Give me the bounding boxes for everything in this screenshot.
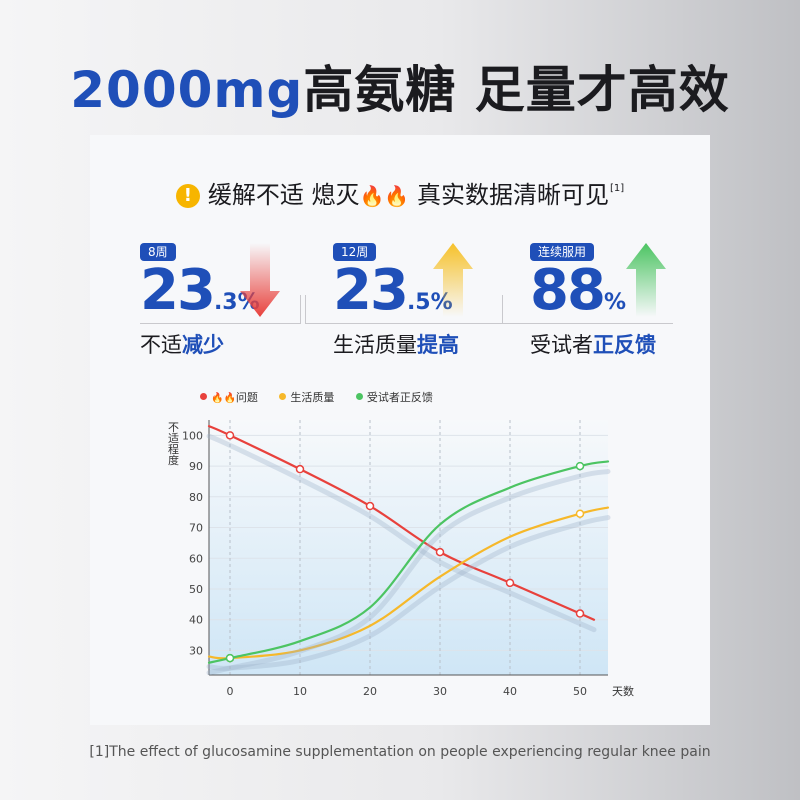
y-tick-label: 40 xyxy=(189,614,203,627)
series-point-0 xyxy=(365,501,375,511)
series-line-2 xyxy=(207,460,610,664)
y-tick-label: 30 xyxy=(189,644,203,657)
legend-item-feedback: 受试者正反馈 xyxy=(355,389,433,405)
series-shadow-1 xyxy=(206,515,611,671)
x-tick-label: 0 xyxy=(227,685,234,698)
x-tick-label: 40 xyxy=(503,685,517,698)
arrow-down-icon xyxy=(240,243,280,317)
headline: 2000mg高氨糖 足量才高效 xyxy=(0,50,800,122)
warning-icon: ! xyxy=(175,184,200,208)
series-shadow-0 xyxy=(206,433,597,633)
chart-legend: 🔥🔥问题 生活质量 受试者正反馈 xyxy=(200,389,451,405)
x-tick-label: 30 xyxy=(433,685,447,698)
subtitle-ref: [1] xyxy=(609,183,625,194)
line-chart: 30 40 50 60 70 80 90 100 0 10 20 30 40 50 天数 xyxy=(182,420,634,698)
stat-caption: 受试者正反馈 xyxy=(530,333,656,357)
stat-caption: 不适减少 xyxy=(140,333,224,357)
y-axis-label: 不适程度 xyxy=(168,421,179,467)
series-point-0 xyxy=(575,609,585,618)
stat-value: 88% xyxy=(530,258,626,323)
series-point-0 xyxy=(225,431,235,440)
y-tick-label: 60 xyxy=(189,552,203,565)
subtitle: ! 缓解不适 熄灭🔥🔥 真实数据清晰可见[1] xyxy=(90,175,710,210)
series-line-0 xyxy=(207,425,596,621)
series-point-0 xyxy=(295,464,305,474)
series-point-1 xyxy=(575,509,585,518)
y-tick-label: 80 xyxy=(189,491,203,504)
y-tick-label: 50 xyxy=(189,583,203,596)
series-point-2 xyxy=(225,653,235,663)
y-tick-label: 70 xyxy=(189,522,203,535)
y-tick-label: 100 xyxy=(182,429,203,442)
chart-card: ! 缓解不适 熄灭🔥🔥 真实数据清晰可见[1] 8周 23.3% 不适减少 12周… xyxy=(90,135,710,725)
stat-feedback: 连续服用 88% 受试者正反馈 xyxy=(502,243,730,363)
subtitle-text-b: 真实数据清晰可见 xyxy=(416,181,609,209)
subtitle-text-a: 缓解不适 熄灭 xyxy=(207,181,360,209)
arrow-up-icon xyxy=(626,243,666,317)
series-point-0 xyxy=(435,547,445,557)
stat-badge: 连续服用 xyxy=(530,243,595,261)
plot-area xyxy=(209,420,608,675)
series-line-1 xyxy=(207,506,610,660)
headline-text: 高氨糖 足量才高效 xyxy=(303,61,730,119)
fire-icon: 🔥🔥 xyxy=(359,184,410,208)
fire-icon: 🔥🔥 xyxy=(211,393,236,404)
footnote: [1]The effect of glucosamine supplementa… xyxy=(89,744,711,760)
series-point-0 xyxy=(505,578,515,588)
x-tick-label: 20 xyxy=(363,685,377,698)
x-axis-label: 天数 xyxy=(612,685,634,698)
y-tick-label: 90 xyxy=(189,460,203,473)
legend-item-problem: 🔥🔥问题 xyxy=(200,389,258,405)
series-shadow-2 xyxy=(206,468,611,676)
stat-badge: 12周 xyxy=(333,243,377,261)
stat-caption: 生活质量提高 xyxy=(333,333,459,357)
stat-quality: 12周 23.5% 生活质量提高 xyxy=(305,243,533,363)
x-tick-label: 10 xyxy=(293,685,307,698)
stat-discomfort: 8周 23.3% 不适减少 xyxy=(140,243,340,363)
x-tick-label: 50 xyxy=(573,685,587,698)
stat-badge: 8周 xyxy=(140,243,176,261)
series-point-2 xyxy=(575,461,585,471)
legend-item-quality: 生活质量 xyxy=(279,389,334,405)
arrow-up-icon xyxy=(433,243,473,317)
headline-number: 2000mg xyxy=(70,61,304,119)
